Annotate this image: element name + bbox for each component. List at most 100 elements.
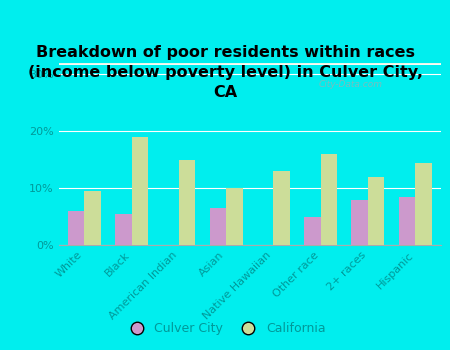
Bar [58,64,441,65]
Bar [58,63,441,64]
Bar [58,63,441,64]
Bar [58,63,441,64]
Bar [58,63,441,64]
Bar [415,162,432,245]
Bar [58,64,441,65]
Bar [58,63,441,64]
Bar [58,64,441,65]
Bar [58,63,441,64]
Bar [58,64,441,65]
Bar [58,63,441,64]
Bar [58,63,441,64]
Bar [58,64,441,65]
Bar [58,63,441,64]
Bar [58,63,441,64]
Bar [58,63,441,64]
Bar [58,63,441,64]
Bar [58,63,441,64]
Bar [58,63,441,64]
Bar [58,64,441,65]
Bar [58,63,441,64]
Bar [58,63,441,64]
Bar [58,63,441,64]
Bar [58,63,441,64]
Bar [58,64,441,65]
Bar [58,63,441,64]
Bar [58,64,441,65]
Bar [58,64,441,65]
Bar [58,63,441,64]
Bar [58,63,441,64]
Bar [58,63,441,64]
Bar [58,63,441,64]
Bar [58,64,441,65]
Bar [58,64,441,65]
Bar [58,63,441,64]
Bar [58,64,441,65]
Bar [58,64,441,65]
Bar [58,63,441,64]
Bar [58,63,441,64]
Bar [58,63,441,64]
Bar [58,63,441,64]
Bar [58,63,441,64]
Bar [58,63,441,64]
Legend: Culver City, California: Culver City, California [120,317,330,340]
Bar [58,63,441,64]
Bar [58,63,441,64]
Bar [58,63,441,64]
Bar [58,63,441,64]
Bar [58,63,441,64]
Bar [58,63,441,64]
Bar [58,64,441,65]
Bar [58,64,441,65]
Bar [58,64,441,65]
Bar [58,63,441,64]
Bar [58,63,441,64]
Bar [58,64,441,65]
Text: Breakdown of poor residents within races
(income below poverty level) in Culver : Breakdown of poor residents within races… [27,46,423,100]
Bar [58,63,441,64]
Bar [58,63,441,64]
Bar [399,197,415,245]
Bar [58,64,441,65]
Bar [58,63,441,64]
Bar [58,64,441,65]
Bar [58,63,441,64]
Bar [58,64,441,65]
Bar [58,63,441,64]
Bar [58,63,441,64]
Bar [58,63,441,64]
Bar [58,63,441,64]
Bar [273,171,290,245]
Bar [58,64,441,65]
Bar [58,63,441,64]
Bar [58,63,441,64]
Bar [351,199,368,245]
Bar [58,64,441,65]
Bar [58,63,441,64]
Bar [58,64,441,65]
Bar [58,64,441,65]
Bar [58,63,441,64]
Bar [58,64,441,65]
Bar [320,154,337,245]
Bar [68,211,85,245]
Bar [58,64,441,65]
Bar [58,63,441,64]
Bar [179,160,195,245]
Text: City-Data.com: City-Data.com [319,80,382,89]
Bar [58,63,441,64]
Bar [58,63,441,64]
Bar [58,64,441,65]
Bar [132,137,148,245]
Bar [58,64,441,65]
Bar [58,64,441,65]
Bar [58,64,441,65]
Bar [58,63,441,64]
Bar [226,188,243,245]
Bar [58,63,441,64]
Bar [58,63,441,64]
Bar [58,64,441,65]
Bar [58,64,441,65]
